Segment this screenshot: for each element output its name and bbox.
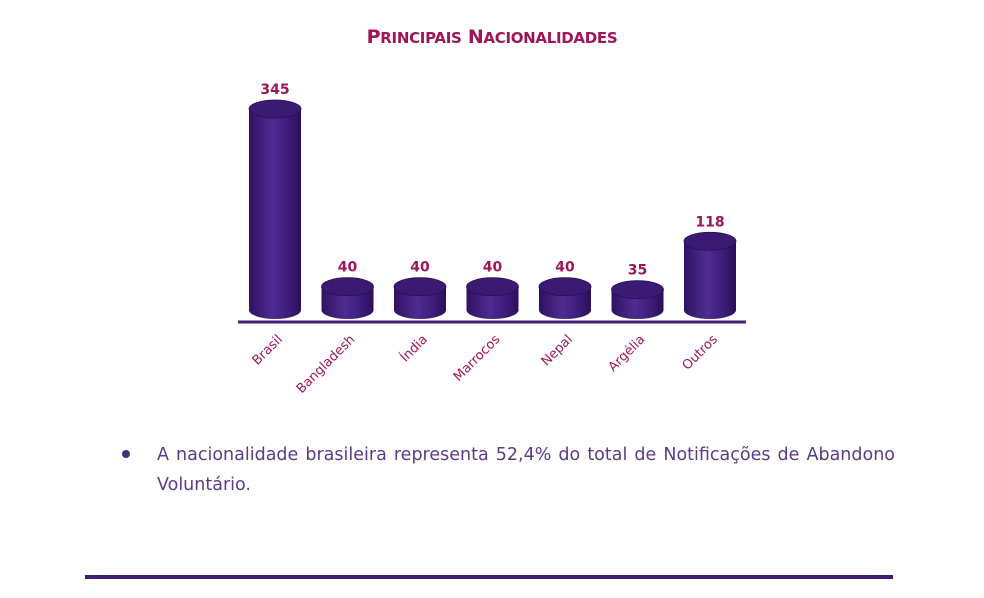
category-label: Brasil [250, 332, 286, 368]
value-label: 40 [483, 260, 503, 276]
chart-title: PRINCIPAIS NACIONALIDADES [366, 26, 618, 48]
value-label: 345 [260, 82, 289, 98]
bullet-icon [122, 450, 130, 458]
category-label: Nepal [539, 332, 576, 369]
category-labels: Brasil Bangladesh Índia Marrocos Nepal Argéli… [250, 332, 721, 397]
value-label: 35 [628, 263, 647, 279]
category-label: Bangladesh [294, 332, 359, 397]
category-label: Outros [680, 332, 721, 373]
category-label: Argélia [606, 332, 649, 375]
bar-nepal [538, 277, 592, 319]
value-label: 40 [555, 260, 575, 276]
bullet-text: A nacionalidade brasileira representa 52… [157, 445, 895, 495]
bar-índia [393, 277, 447, 319]
bar-bangladesh [321, 277, 374, 320]
bar-outros [683, 231, 737, 319]
bars-group: 345 40 40 40 40 35 118 [248, 82, 737, 320]
category-label: Marrocos [451, 332, 504, 385]
bar-argélia [611, 280, 664, 320]
bar-marrocos [466, 277, 519, 320]
value-label: 118 [695, 214, 724, 230]
bar-chart: 345 40 40 40 40 35 118 Brasil Bangladesh Índia Ma… [238, 82, 746, 397]
value-label: 40 [338, 260, 358, 276]
bar-brasil [248, 99, 302, 319]
bottom-divider [85, 575, 893, 579]
category-label: Índia [397, 332, 431, 366]
value-label: 40 [410, 260, 430, 276]
